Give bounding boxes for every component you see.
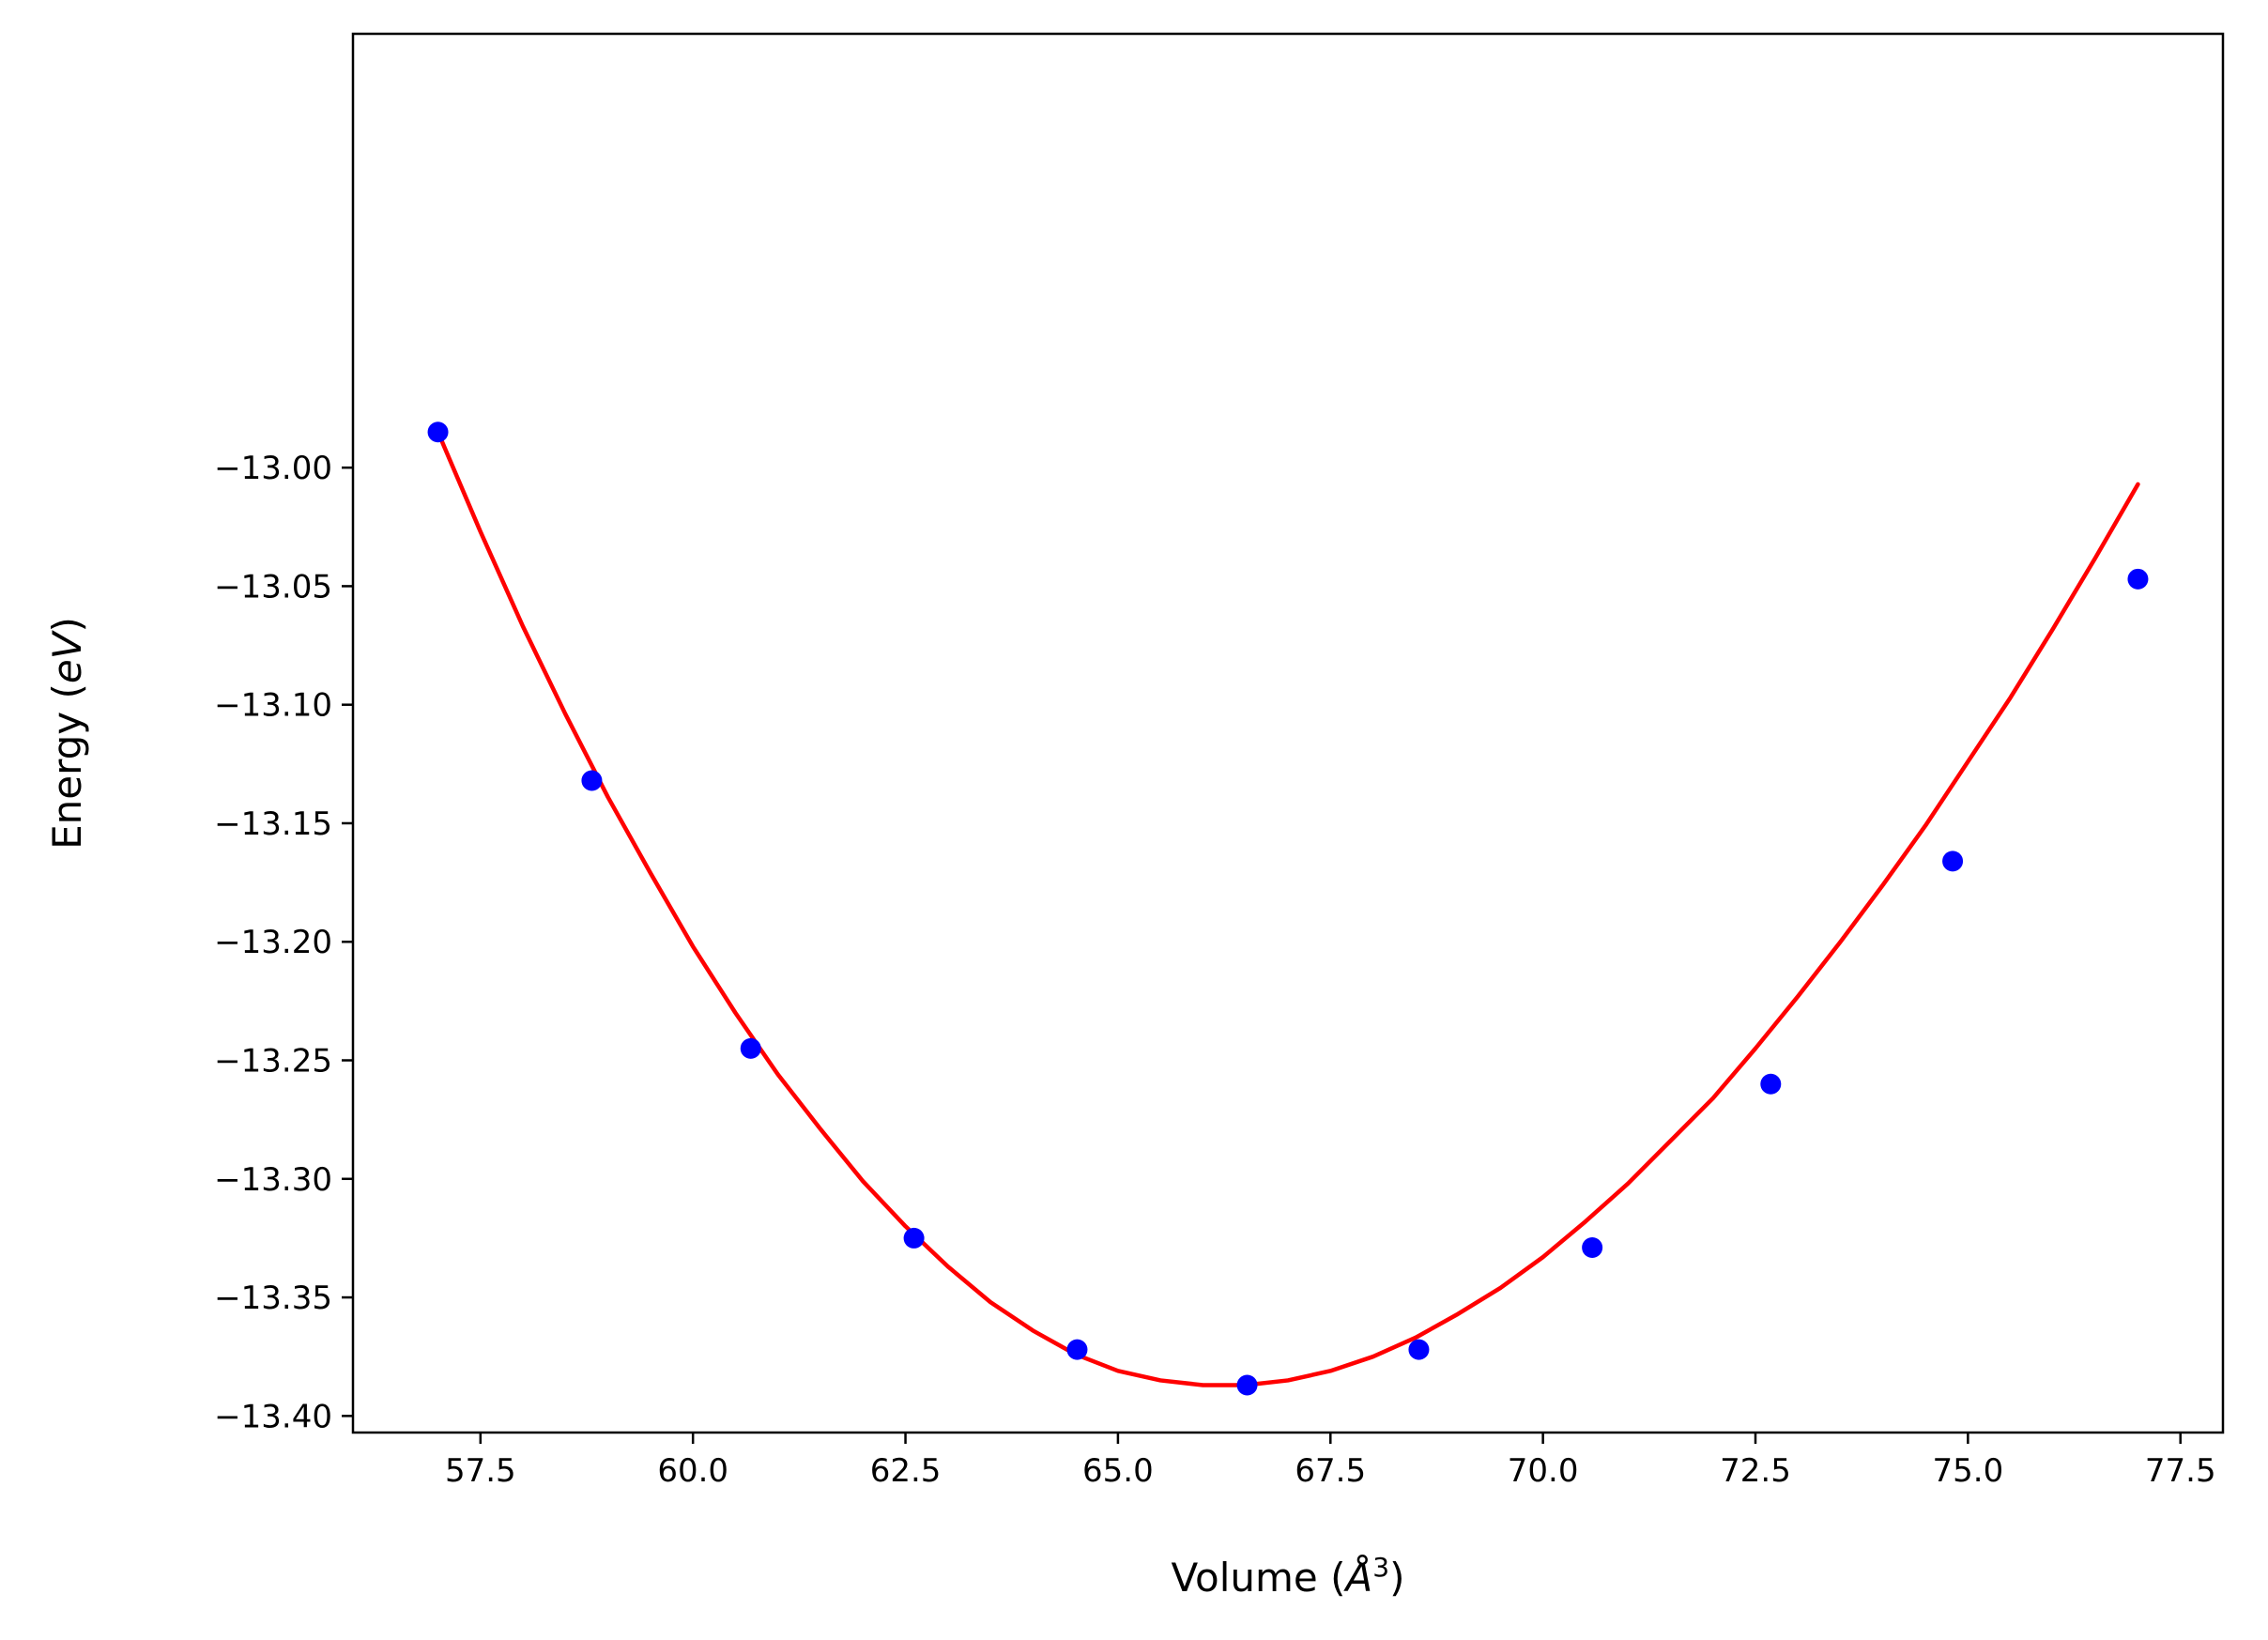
- plot-frame: [351, 32, 2225, 1434]
- y-tick-label: −13.10: [214, 687, 332, 725]
- data-point: [1942, 851, 1964, 872]
- x-tick-label: 72.5: [1720, 1452, 1791, 1490]
- data-point: [1236, 1374, 1258, 1396]
- data-point: [1760, 1073, 1782, 1095]
- data-point: [1408, 1339, 1430, 1360]
- y-axis-ticks: −13.00 −13.05 −13.10 −13.15 −13.20 −13.25 −13.…: [214, 450, 353, 1435]
- data-point: [1066, 1339, 1088, 1360]
- data-point: [740, 1037, 761, 1059]
- fit-curve-line: [436, 430, 2140, 1387]
- y-tick-label: −13.05: [214, 568, 332, 605]
- x-tick-label: 62.5: [870, 1452, 942, 1490]
- data-point: [427, 421, 449, 443]
- data-point: [1582, 1237, 1603, 1259]
- x-tick-label: 67.5: [1295, 1452, 1366, 1490]
- data-point: [903, 1227, 925, 1249]
- y-tick-label: −13.40: [214, 1398, 332, 1435]
- y-tick-label: −13.30: [214, 1161, 332, 1199]
- x-tick-label: 77.5: [2145, 1452, 2216, 1490]
- x-tick-label: 70.0: [1508, 1452, 1579, 1490]
- x-tick-label: 75.0: [1933, 1452, 2004, 1490]
- y-tick-label: −13.25: [214, 1043, 332, 1081]
- x-axis-ticks: 57.5 60.0 62.5 65.0 67.5 70.0 72.5 75.0 77.5: [445, 1433, 2216, 1490]
- y-axis-label: Energy (eV): [44, 617, 90, 850]
- y-tick-label: −13.00: [214, 450, 332, 487]
- y-tick-label: −13.20: [214, 924, 332, 961]
- data-point: [2127, 568, 2149, 590]
- x-axis-label: Volume (Å3): [1172, 1552, 1405, 1602]
- x-tick-label: 60.0: [657, 1452, 728, 1490]
- x-tick-label: 57.5: [445, 1452, 516, 1490]
- data-points-layer: [427, 421, 2149, 1396]
- x-tick-label: 65.0: [1082, 1452, 1154, 1490]
- fit-curve-layer: [436, 430, 2140, 1387]
- y-tick-label: −13.35: [214, 1280, 332, 1317]
- y-tick-label: −13.15: [214, 805, 332, 843]
- data-point: [581, 770, 603, 791]
